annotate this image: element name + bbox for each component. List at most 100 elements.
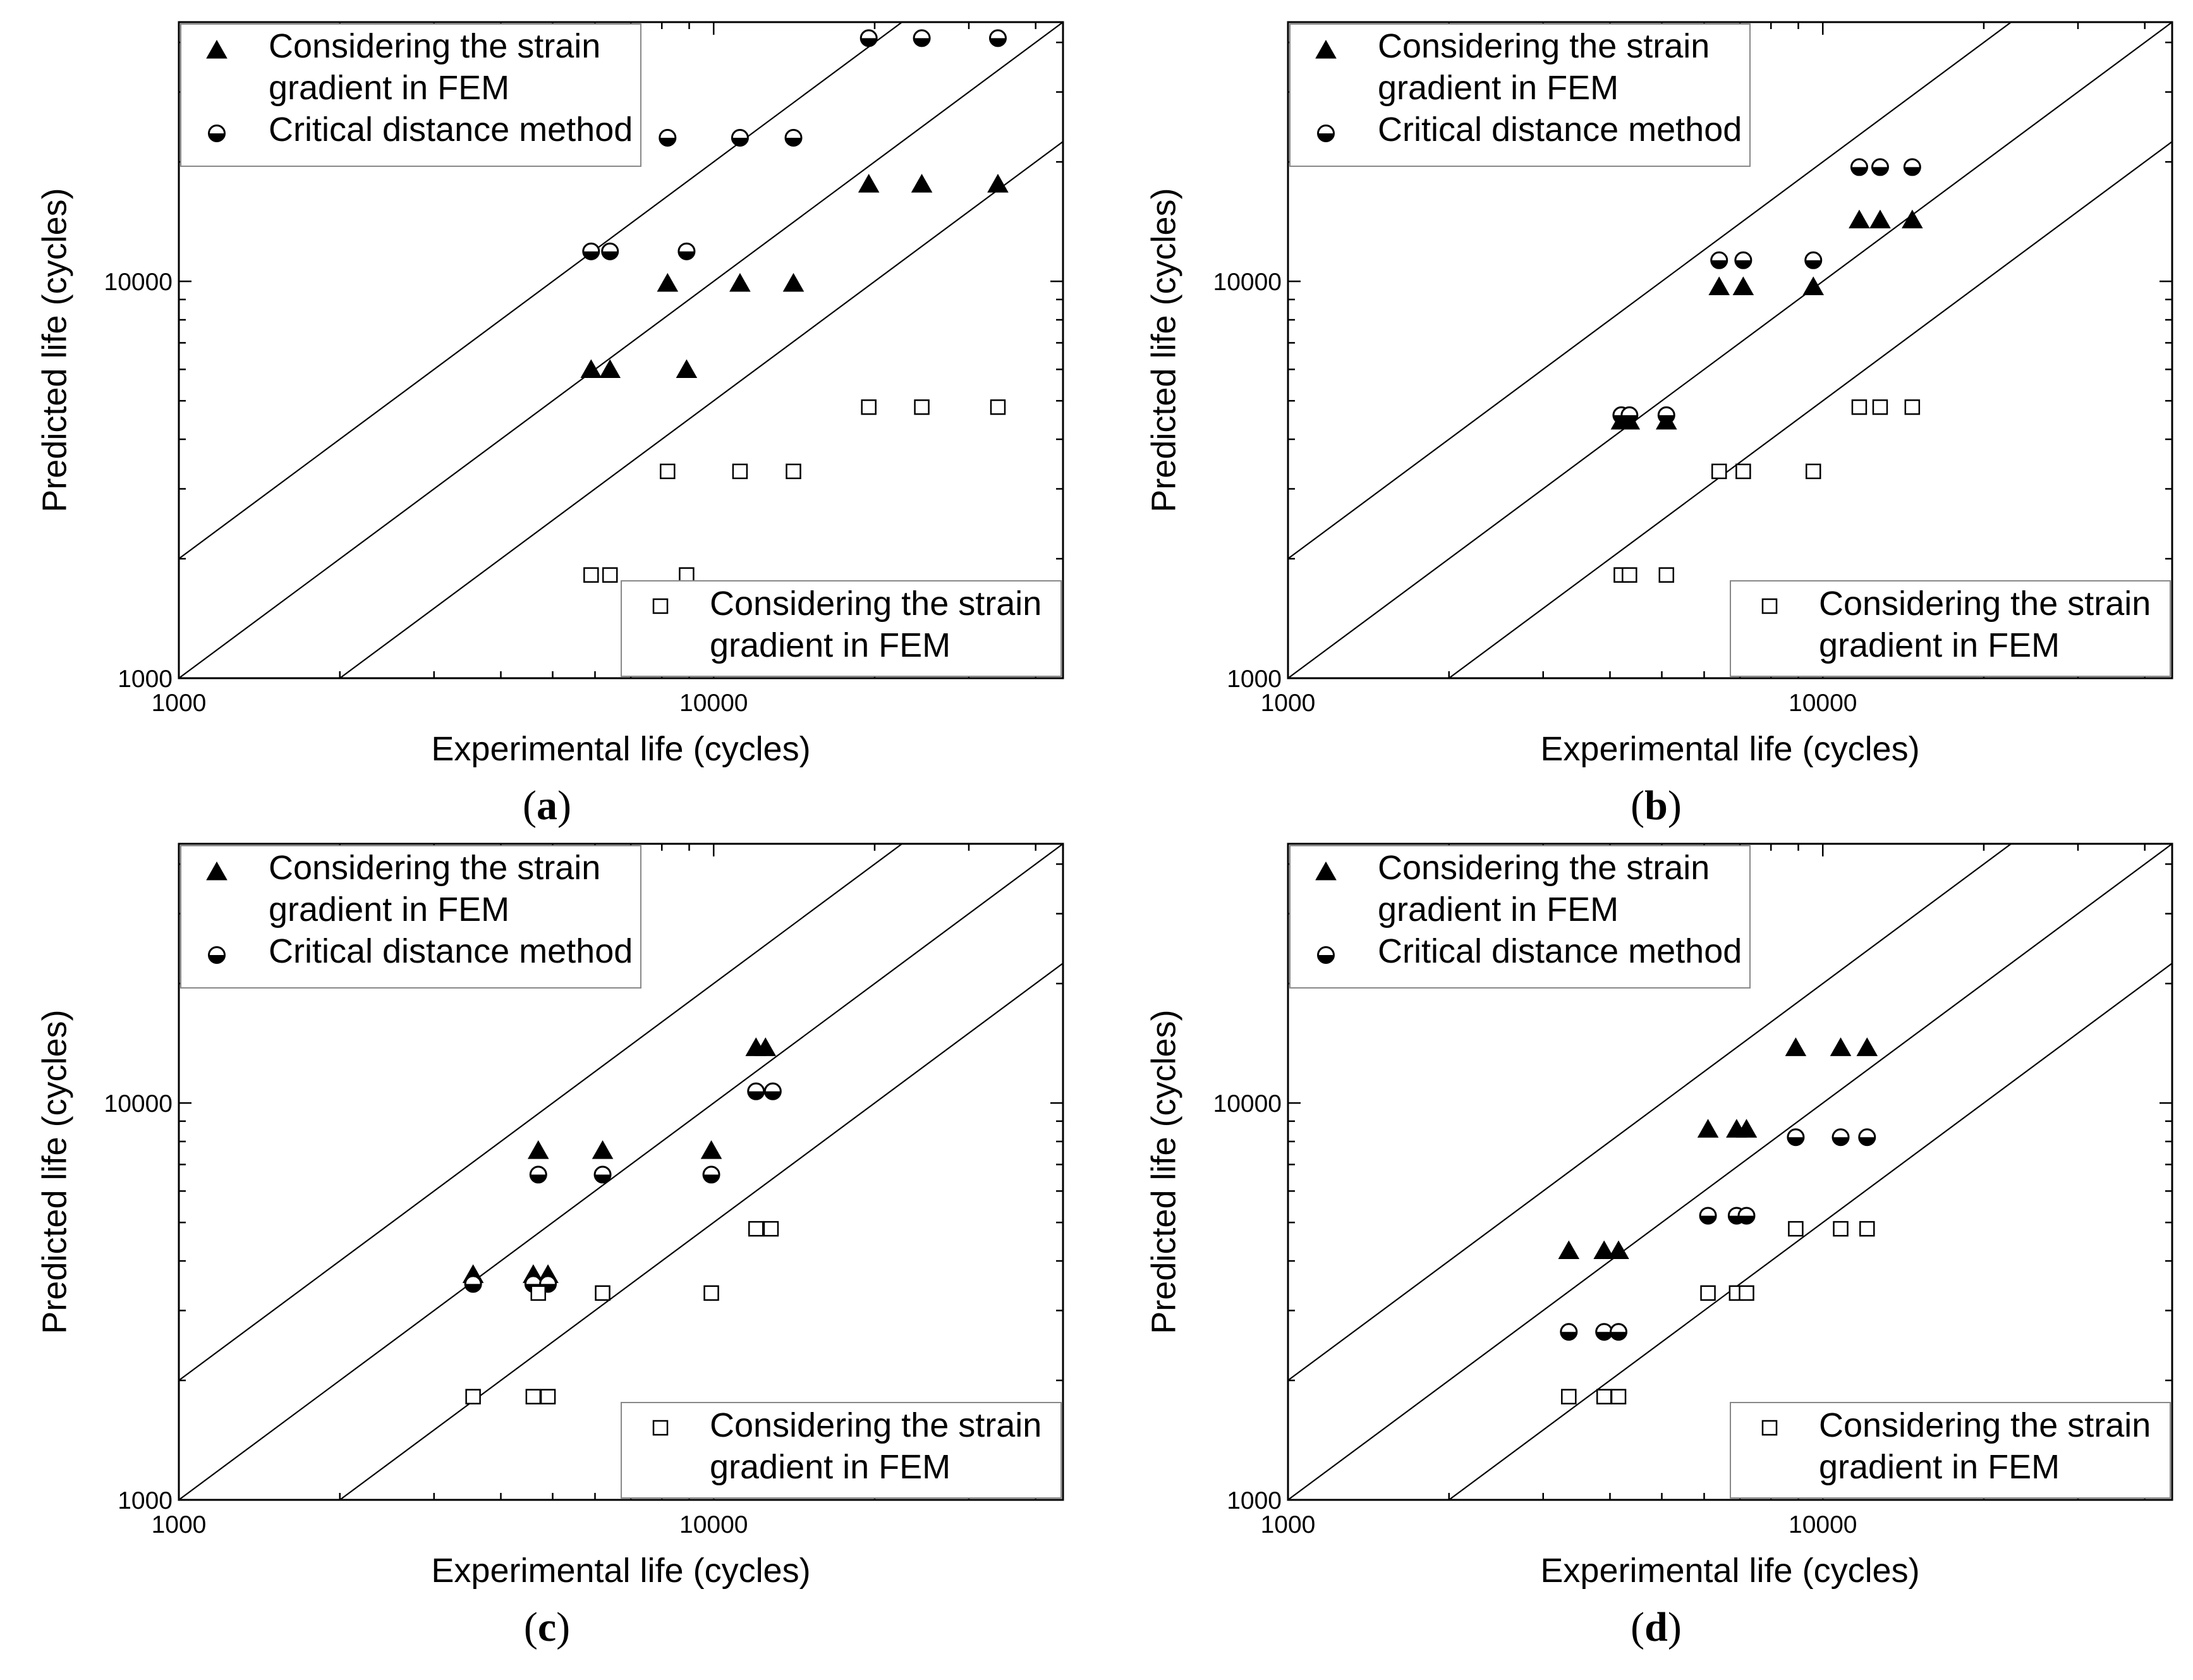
series-2 — [1561, 1220, 1875, 1404]
data-point-half-circle — [677, 242, 696, 260]
legend-bottom: Considering the strain gradient in FEM — [1730, 1402, 2171, 1499]
legend-label: Considering the strain — [269, 849, 600, 887]
chart-panel-d: 1000 10000 1000 10000 Experimental life (cyc… — [1145, 843, 2173, 1650]
reference-line-x1 — [179, 844, 1063, 1500]
data-point-triangle — [1856, 1037, 1878, 1056]
chart-panel-a: 1000 10000 1000 10000 Experimental life (cyc… — [35, 21, 1064, 829]
panel-caption: (d) — [1631, 1604, 1682, 1650]
data-point-square — [1658, 567, 1675, 583]
x-tick-label: 10000 — [1789, 690, 1857, 717]
reference-line-x0.5 — [338, 141, 1063, 678]
legend-label: Critical distance method — [1378, 111, 1742, 149]
data-point-square — [530, 1285, 547, 1301]
data-point-square — [1788, 1220, 1804, 1237]
reference-line-x1 — [1288, 22, 2172, 678]
panel-caption-letter: a — [537, 782, 557, 829]
data-point-half-circle — [784, 129, 803, 147]
data-point-triangle — [755, 1037, 777, 1056]
data-point-square — [1596, 1389, 1612, 1404]
y-tick-label: 10000 — [104, 1090, 173, 1117]
data-point-square — [748, 1220, 764, 1237]
legend-top-box — [1289, 845, 1751, 989]
y-tick-label: 10000 — [1213, 269, 1282, 296]
legend-bottom-box — [621, 580, 1062, 677]
data-point-half-circle — [860, 29, 878, 47]
data-point-square — [1561, 1389, 1577, 1404]
data-point-square — [660, 463, 676, 480]
reference-line-x1 — [1288, 844, 2172, 1500]
data-point-half-circle — [582, 242, 600, 260]
data-point-triangle — [599, 359, 621, 379]
legend-label: gradient in FEM — [1378, 69, 1619, 107]
data-point-square — [525, 1389, 542, 1404]
reference-lines — [1288, 22, 2172, 678]
data-point-triangle — [1735, 1119, 1758, 1138]
legend-bottom-box — [1730, 1402, 2171, 1499]
data-point-half-circle — [1832, 1128, 1850, 1147]
series-0 — [462, 1037, 777, 1283]
reference-lines — [179, 844, 1063, 1500]
data-point-triangle — [782, 272, 805, 292]
data-point-half-circle — [913, 29, 931, 47]
legend-label: Considering the strain — [710, 1406, 1042, 1444]
legend-marker — [652, 1420, 669, 1436]
series-2 — [1613, 399, 1921, 583]
reference-line-x2 — [1288, 844, 2013, 1381]
legend-label: Critical distance method — [269, 111, 633, 149]
data-point-half-circle — [601, 242, 619, 260]
data-point-square — [763, 1220, 779, 1237]
data-point-square — [1711, 463, 1727, 480]
x-tick-label: 10000 — [1789, 1511, 1857, 1538]
legend-label: Considering the strain — [269, 27, 600, 65]
data-point-half-circle — [731, 129, 749, 147]
data-point-triangle — [1830, 1037, 1852, 1056]
data-point-triangle — [1708, 276, 1730, 296]
x-axis-label: Experimental life (cycles) — [1540, 1552, 1919, 1590]
y-tick-label: 1000 — [1227, 1487, 1282, 1514]
data-point-triangle — [580, 359, 602, 379]
legend-top: Considering the strain gradient in FEM Cri… — [180, 845, 641, 989]
legend-bottom-box — [621, 1402, 1062, 1499]
panel-caption-letter: d — [1644, 1604, 1668, 1650]
data-point-square — [583, 567, 599, 583]
x-tick-label: 1000 — [1261, 1511, 1316, 1538]
x-tick-label: 1000 — [152, 690, 207, 717]
data-point-triangle — [1608, 1240, 1629, 1260]
legend-label: gradient in FEM — [710, 626, 951, 664]
data-point-half-circle — [1903, 158, 1921, 176]
data-point-half-circle — [702, 1166, 720, 1184]
reference-line-x0.5 — [338, 963, 1063, 1500]
legend-marker — [1761, 598, 1778, 614]
y-tick-label: 1000 — [1227, 666, 1282, 693]
legend-label: Considering the strain — [1819, 585, 2151, 623]
y-tick-label: 1000 — [118, 1487, 173, 1514]
data-point-half-circle — [988, 29, 1007, 47]
legend-marker — [1315, 861, 1337, 880]
legend-label: Critical distance method — [269, 932, 633, 970]
axis-ticks — [178, 22, 1063, 679]
series-2 — [583, 399, 1006, 583]
legend-label: gradient in FEM — [1819, 1448, 2060, 1486]
data-point-triangle — [1593, 1240, 1615, 1260]
data-point-square — [990, 399, 1006, 415]
x-tick-label: 1000 — [152, 1511, 207, 1538]
legend-label: gradient in FEM — [269, 891, 509, 928]
data-point-square — [786, 463, 801, 480]
data-point-square — [1872, 399, 1888, 415]
reference-lines — [179, 22, 1063, 678]
data-point-square — [861, 399, 877, 415]
data-point-half-circle — [1871, 158, 1889, 176]
y-tick-label: 1000 — [118, 666, 173, 693]
legend-label: Critical distance method — [1378, 932, 1742, 970]
data-point-triangle — [1697, 1119, 1719, 1138]
reference-line-x2 — [179, 22, 904, 559]
legend-marker — [1761, 1420, 1778, 1436]
data-point-square — [1833, 1220, 1849, 1237]
data-point-half-circle — [747, 1082, 765, 1100]
data-point-square — [595, 1285, 611, 1301]
y-axis-label: Predicted life (cycles) — [35, 1009, 73, 1334]
data-point-half-circle — [593, 1166, 612, 1184]
plot-frame — [178, 843, 1064, 1501]
data-point-square — [1805, 463, 1821, 480]
